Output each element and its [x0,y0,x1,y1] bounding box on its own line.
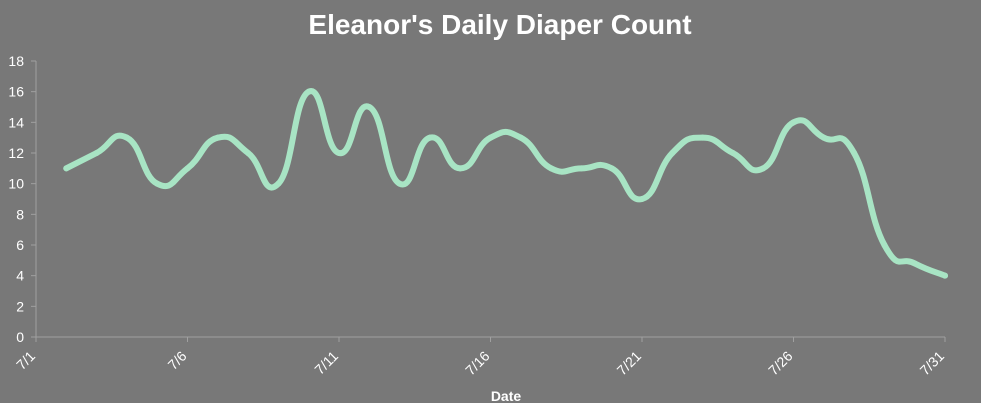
x-tick-label: 7/31 [917,348,948,379]
data-point [63,165,70,172]
y-tick-label: 10 [8,176,24,192]
series-line [63,88,948,279]
x-tick-label: 7/26 [765,348,796,379]
data-point [639,196,645,202]
data-point [214,134,221,141]
x-tick-label: 7/11 [311,348,341,378]
y-tick-label: 12 [8,145,24,161]
data-point [457,165,464,172]
data-point [729,150,736,156]
data-point [820,134,827,141]
y-tick-label: 4 [16,268,24,284]
data-point [608,165,615,172]
y-axis: 0 2 4 6 8 10 12 14 16 18 [8,53,37,345]
data-point [396,180,403,187]
y-tick-label: 18 [8,53,24,69]
x-tick-label: 7/21 [614,348,645,379]
y-tick-label: 2 [16,298,24,314]
y-tick-label: 6 [16,237,24,253]
data-point [487,134,494,141]
x-tick-label: 7/1 [13,348,38,373]
data-point [305,88,312,95]
data-point [851,150,858,156]
data-point [548,165,555,172]
y-tick-label: 14 [8,114,24,130]
data-point [578,165,585,172]
data-point [760,165,767,172]
data-point [911,260,918,267]
data-point [245,150,252,156]
data-point [275,180,282,187]
data-point [517,134,524,141]
data-point [366,104,373,110]
data-point [426,134,433,141]
series-layer [63,88,948,279]
data-point [93,150,100,156]
data-point [942,272,948,279]
data-point [184,165,191,172]
x-tick-label: 7/16 [462,348,493,379]
data-point [699,134,706,141]
x-axis-label: Date [491,388,522,403]
x-tick-label: 7/6 [165,348,190,373]
data-point [881,242,888,248]
y-tick-label: 0 [16,329,24,345]
x-axis: 7/1 7/6 7/11 7/16 7/21 7/26 7/31 [13,336,948,379]
y-tick-label: 8 [16,206,24,222]
data-point [123,134,130,141]
data-point [336,150,342,156]
data-point [669,150,676,156]
data-point [154,180,161,187]
data-point [790,119,797,126]
chart-title: Eleanor's Daily Diaper Count [308,9,691,40]
y-tick-label: 16 [8,84,24,100]
